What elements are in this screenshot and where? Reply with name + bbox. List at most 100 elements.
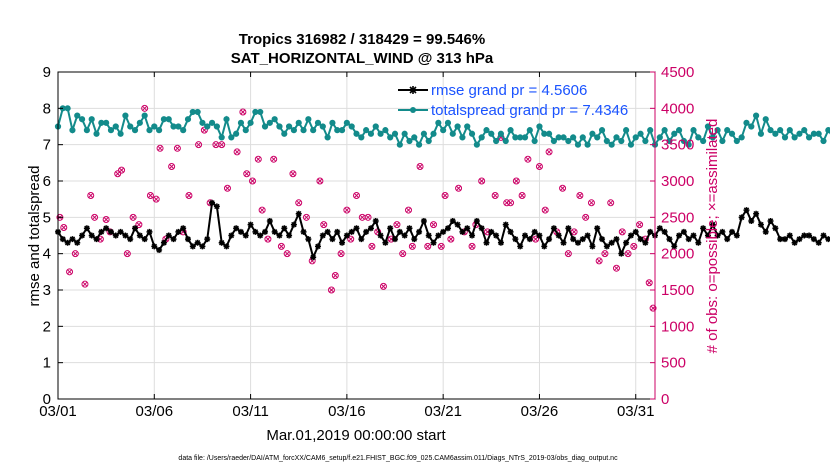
spread-point [464, 123, 471, 130]
rmse-point [319, 232, 326, 239]
obs-assimilated-point [650, 305, 656, 311]
obs-assimilated-point [72, 251, 78, 257]
spread-point [468, 130, 476, 137]
rmse-point [343, 232, 350, 239]
rmse-point [454, 221, 461, 228]
y-right-tick-label: 3500 [661, 137, 694, 154]
rmse-point [704, 232, 711, 239]
rmse-point [107, 228, 114, 235]
spread-point [493, 137, 500, 145]
obs-possible-point [601, 250, 609, 258]
rmse-point [262, 228, 269, 235]
rmse-point [632, 228, 639, 235]
spread-point [560, 134, 567, 141]
rmse-point [589, 243, 596, 250]
spread-point [78, 116, 86, 123]
rmse-point [194, 239, 201, 246]
rmse-point [233, 225, 240, 232]
obs-assimilated-point [577, 193, 583, 198]
obs-possible-point [283, 250, 291, 258]
rmse-point [271, 228, 278, 235]
spread-point [753, 112, 760, 119]
obs-assimilated-point [169, 164, 174, 169]
rmse-point [382, 239, 389, 246]
y-left-tick-label: 2 [43, 318, 51, 335]
spread-point [430, 130, 437, 137]
spread-point [324, 134, 331, 141]
obs-assimilated-point [431, 222, 436, 227]
rmse-point [213, 203, 220, 210]
rmse-point [88, 232, 95, 239]
obs-assimilated-point [348, 236, 354, 242]
obs-assimilated-point [124, 251, 130, 257]
obs-assimilated-point [259, 207, 265, 213]
obs-possible-point [524, 155, 532, 163]
obs-assimilated-point [119, 167, 124, 173]
rmse-point [444, 225, 451, 232]
y-left-tick-label: 9 [43, 64, 51, 81]
obs-possible-point [337, 250, 345, 258]
spread-point [117, 130, 124, 137]
spread-point [295, 119, 302, 126]
y-right-tick-label: 1000 [661, 318, 694, 335]
obs-possible-point [430, 221, 438, 229]
rmse-point [493, 232, 500, 239]
spread-point [642, 137, 649, 145]
rmse-point [79, 232, 86, 239]
obs-assimilated-point [442, 193, 448, 198]
rmse-point [146, 228, 153, 235]
obs-possible-point [649, 304, 657, 312]
obs-possible-point [129, 213, 137, 221]
obs-assimilated-point [456, 185, 461, 191]
y-left-tick-label: 1 [43, 355, 51, 372]
spread-point [820, 137, 827, 145]
obs-assimilated-point [265, 236, 271, 242]
rmse-point [175, 228, 182, 235]
obs-assimilated-point [88, 193, 94, 198]
rmse-point [550, 225, 557, 232]
rmse-point [555, 232, 562, 239]
obs-assimilated-point [589, 200, 594, 206]
spread-point [415, 141, 423, 148]
obs-assimilated-point [255, 156, 261, 162]
obs-possible-point [331, 271, 339, 279]
rmse-point [483, 239, 490, 246]
rmse-point [281, 225, 288, 232]
x-tick-label: 03/16 [328, 403, 366, 420]
rmse-point [579, 236, 586, 243]
spread-point [632, 134, 639, 141]
rmse-point [237, 228, 244, 235]
rmse-point [497, 239, 504, 246]
obs-possible-point [564, 250, 572, 258]
obs-possible-point [437, 242, 445, 250]
x-axis-label: Mar.01,2019 00:00:00 start [266, 427, 446, 444]
rmse-point [209, 199, 216, 206]
chart-subtitle: SAT_HORIZONTAL_WIND @ 313 hPa [231, 50, 494, 67]
spread-point [425, 137, 432, 145]
rmse-point [252, 228, 259, 235]
spread-point [69, 127, 76, 134]
rmse-point [738, 214, 745, 221]
rmse-point [276, 232, 283, 239]
obs-assimilated-point [394, 222, 400, 227]
spread-point [786, 127, 793, 134]
rmse-point [329, 236, 336, 243]
rmse-point [199, 243, 206, 250]
obs-possible-point [141, 104, 149, 112]
obs-assimilated-point [625, 251, 631, 257]
spread-point [724, 127, 731, 134]
spread-point [88, 116, 95, 123]
obs-assimilated-point [344, 207, 350, 213]
x-tick-label: 03/06 [136, 403, 174, 420]
spread-point [204, 123, 211, 130]
rmse-point [820, 232, 827, 239]
spread-point [536, 123, 543, 130]
rmse-point [810, 236, 817, 243]
obs-assimilated-point [82, 281, 88, 287]
rmse-point [661, 228, 668, 235]
rmse-point [401, 232, 408, 239]
obs-assimilated-point [369, 244, 375, 249]
rmse-point [690, 232, 697, 239]
obs-assimilated-point [153, 196, 159, 202]
obs-possible-point [424, 242, 432, 250]
